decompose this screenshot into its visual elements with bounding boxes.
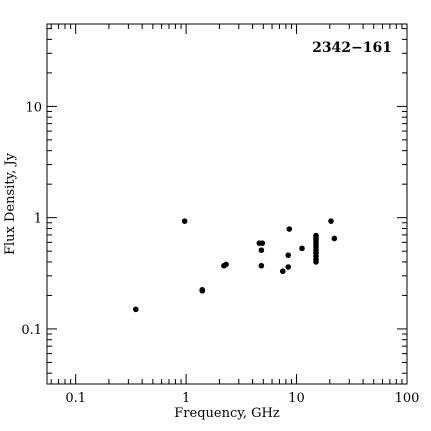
data-point xyxy=(285,252,291,258)
data-point xyxy=(258,262,265,269)
x-tick-label: 100 xyxy=(395,391,420,406)
plot-frame xyxy=(46,23,408,385)
data-point xyxy=(313,232,319,239)
y-tick-label: 10 xyxy=(25,100,42,115)
y-tick-label: 1 xyxy=(34,212,42,227)
data-point xyxy=(285,264,291,270)
data-point xyxy=(258,247,265,254)
data-point xyxy=(286,226,293,232)
data-point xyxy=(223,261,229,268)
data-point xyxy=(181,218,188,224)
axis-ticks xyxy=(47,24,408,384)
data-point xyxy=(199,286,206,293)
data-point xyxy=(328,218,334,224)
x-tick-label: 10 xyxy=(288,391,305,406)
data-points xyxy=(132,218,338,313)
data-point xyxy=(299,245,305,252)
data-point xyxy=(279,268,286,275)
tick-labels: 0.1 1 10 100 0.1 1 10 xyxy=(21,100,419,406)
data-point xyxy=(132,306,139,313)
x-tick-label: 0.1 xyxy=(65,391,86,406)
y-axis-title: Flux Density, Jy xyxy=(3,152,18,255)
chart-title: 2342−161 xyxy=(312,40,392,56)
x-tick-label: 1 xyxy=(182,391,190,406)
y-tick-label: 0.1 xyxy=(21,323,42,338)
data-point xyxy=(331,235,338,242)
x-axis-title: Frequency, GHz xyxy=(174,406,280,421)
data-point xyxy=(259,240,266,246)
